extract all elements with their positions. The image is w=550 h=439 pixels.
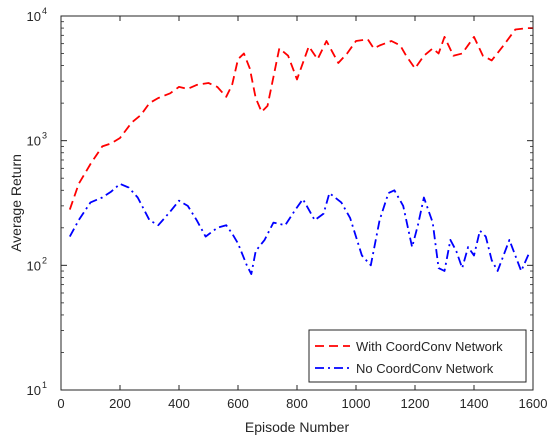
x-axis: 0 200 400 600 800 1000 1200 1400 1600 <box>57 16 547 411</box>
series-line-2 <box>69 182 531 276</box>
legend-label: No CoordConv Network <box>356 361 494 376</box>
y-tick-exponent: 3 <box>42 131 47 141</box>
y-tick-exponent: 2 <box>42 255 47 265</box>
y-tick-base: 10 <box>27 383 41 398</box>
x-tick-label: 1600 <box>519 396 548 411</box>
x-tick-label: 600 <box>227 396 249 411</box>
series-layer <box>68 27 533 276</box>
legend-label: With CoordConv Network <box>356 339 503 354</box>
x-tick-label: 1400 <box>460 396 489 411</box>
x-tick-label: 400 <box>168 396 190 411</box>
y-tick-label: 10 <box>27 383 41 398</box>
y-tick-base: 10 <box>27 134 41 149</box>
y-tick-label: 10 <box>27 134 41 149</box>
y-tick-base: 10 <box>27 258 41 273</box>
x-tick-label: 200 <box>109 396 131 411</box>
x-tick-label: 0 <box>57 396 64 411</box>
y-tick-label: 10 <box>27 258 41 273</box>
y-tick-base: 10 <box>27 9 41 24</box>
x-tick-label: 800 <box>286 396 308 411</box>
legend: With CoordConv Network No CoordConv Netwo… <box>308 329 527 383</box>
y-axis-label: Average Return <box>8 154 24 252</box>
legend-box <box>308 329 527 383</box>
y-tick-exponent: 1 <box>42 380 47 390</box>
y-tick-exponent: 4 <box>42 6 47 16</box>
series-line-1 <box>68 27 533 210</box>
x-axis-label: Episode Number <box>245 419 350 435</box>
y-tick-label: 10 <box>27 9 41 24</box>
x-tick-label: 1200 <box>401 396 430 411</box>
x-tick-label: 1000 <box>342 396 371 411</box>
